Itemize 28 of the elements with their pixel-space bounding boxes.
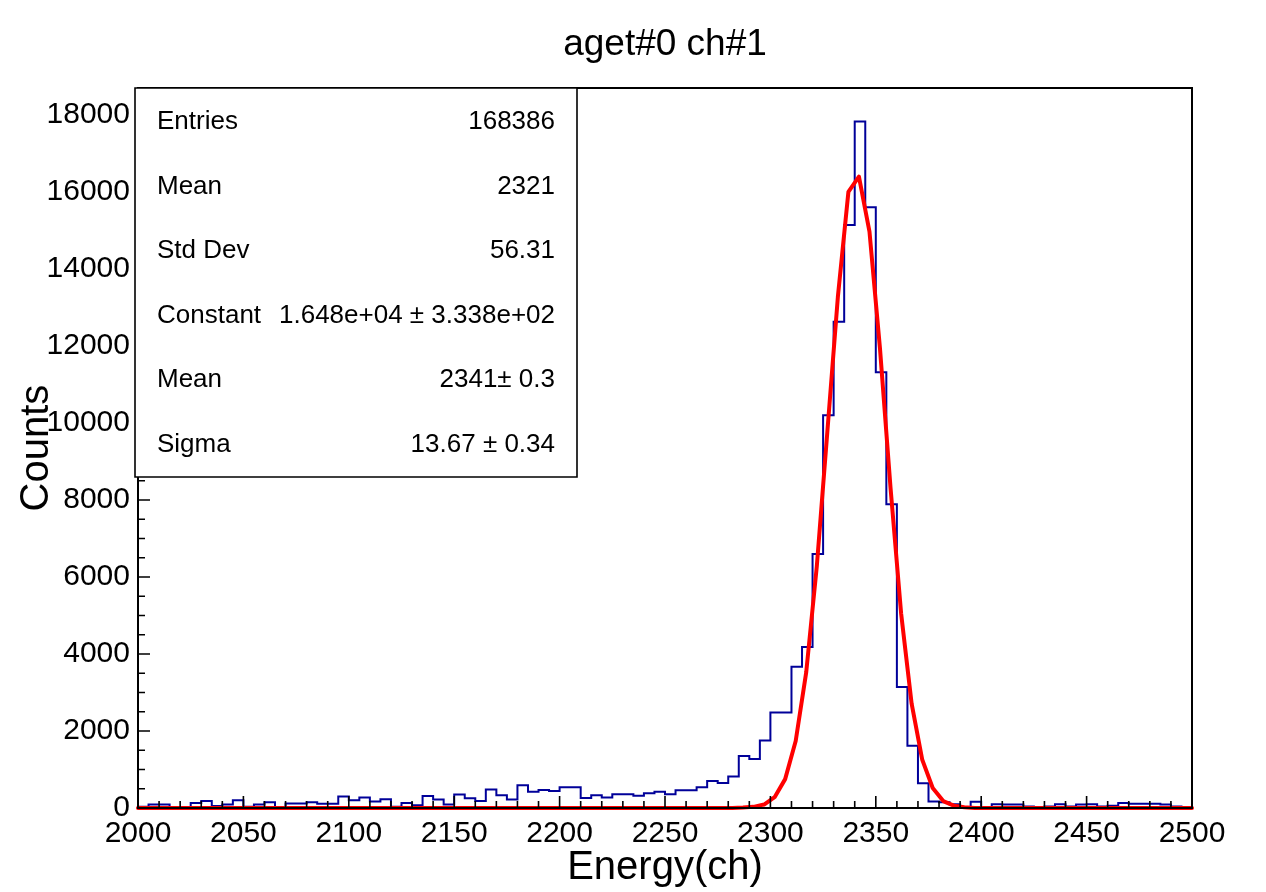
x-tick-label: 2350 xyxy=(842,815,910,849)
annotation: Constant xyxy=(157,298,262,329)
y-tick-label: 2000 xyxy=(63,712,130,746)
y-tick-label: 8000 xyxy=(63,481,130,515)
y-tick-label: 12000 xyxy=(46,327,130,361)
x-tick-label: 2150 xyxy=(420,815,488,849)
chart-title: aget#0 ch#1 xyxy=(563,22,767,63)
y-tick-label: 4000 xyxy=(63,635,130,669)
annotation: 13.67 ± 0.34 xyxy=(410,427,555,458)
annotation: Mean xyxy=(157,363,223,394)
y-tick-label: 18000 xyxy=(46,96,130,130)
annotation: 168386 xyxy=(468,105,555,136)
x-tick-label: 2100 xyxy=(315,815,383,849)
x-tick-label: 2500 xyxy=(1158,815,1226,849)
annotation: 2341± 0.3 xyxy=(439,363,555,394)
annotation: 1.648e+04 ± 3.338e+02 xyxy=(279,298,555,329)
annotation: Entries xyxy=(157,105,238,136)
x-tick-label: 2050 xyxy=(210,815,277,849)
y-tick-label: 16000 xyxy=(46,173,130,207)
y-tick-label: 6000 xyxy=(63,558,130,592)
annotation: Mean xyxy=(157,169,223,200)
annotation: Std Dev xyxy=(157,234,250,265)
annotation: 56.31 xyxy=(489,234,555,265)
x-tick-label: 2450 xyxy=(1053,815,1120,849)
annotation: 2321 xyxy=(497,169,555,200)
y-tick-label: 14000 xyxy=(46,250,130,284)
x-tick-label: 2400 xyxy=(947,815,1015,849)
annotation: Sigma xyxy=(157,427,232,458)
